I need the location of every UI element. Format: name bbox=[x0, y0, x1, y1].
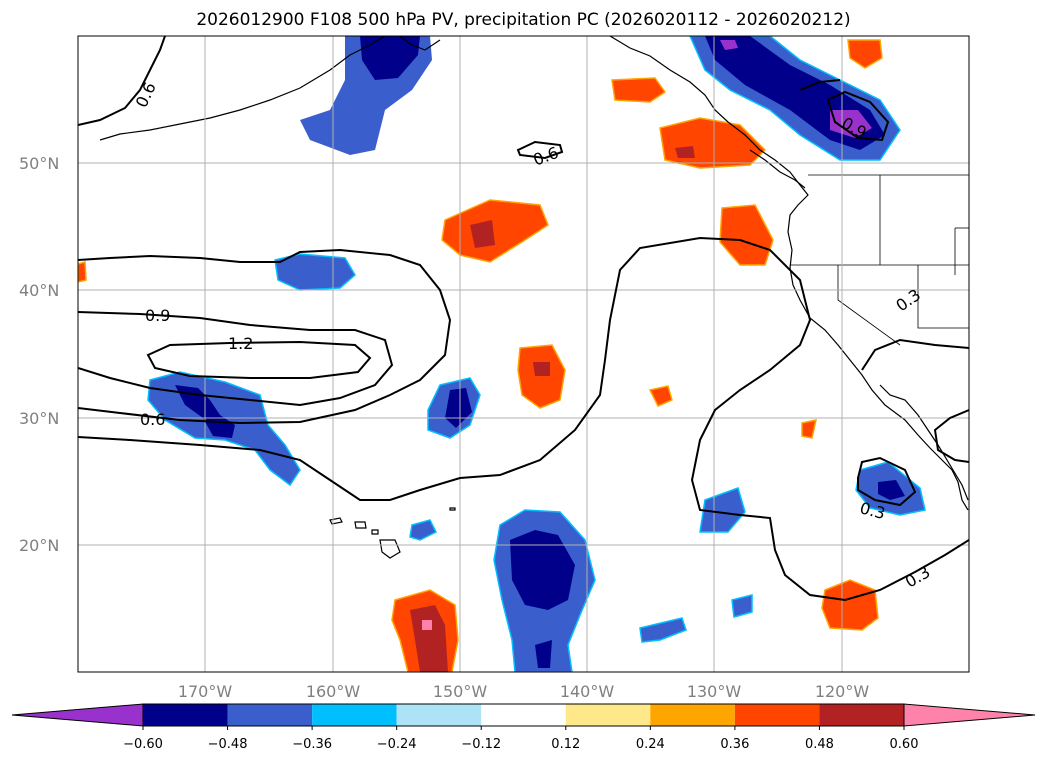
colorbar-tick-label: −0.60 bbox=[123, 737, 163, 752]
colorbar-swatch bbox=[650, 704, 735, 726]
lon-label-170w: 170°W bbox=[178, 682, 233, 701]
colorbar-tick-label: −0.48 bbox=[208, 737, 248, 752]
colorbar-swatch bbox=[227, 704, 313, 726]
colorbar-tick-label: 0.36 bbox=[720, 737, 749, 752]
colorbar-tick-label: −0.12 bbox=[461, 737, 501, 752]
colorbar-border bbox=[142, 703, 905, 727]
pv-contours bbox=[78, 36, 969, 602]
colorbar-extend-left bbox=[11, 703, 144, 727]
lon-label-160w: 160°W bbox=[306, 682, 361, 701]
lat-label-50n: 50°N bbox=[19, 154, 59, 173]
page-title: 2026012900 F108 500 hPa PV, precipitatio… bbox=[196, 10, 851, 30]
lon-label-140w: 140°W bbox=[560, 682, 615, 701]
lon-label-150w: 150°W bbox=[433, 682, 488, 701]
coastlines bbox=[99, 36, 969, 559]
colorbar: −0.60 −0.48 −0.36 −0.24 −0.12 0.12 0.24 0.36 0.4… bbox=[11, 703, 1036, 752]
colorbar-tick-label: −0.24 bbox=[377, 737, 417, 752]
contour-label: 0.9 bbox=[145, 306, 170, 325]
lat-label-40n: 40°N bbox=[19, 281, 59, 300]
longitude-labels: 170°W 160°W 150°W 140°W 130°W 120°W bbox=[178, 682, 870, 701]
gridlines bbox=[78, 36, 969, 672]
colorbar-tick-label: −0.36 bbox=[292, 737, 332, 752]
state-borders bbox=[790, 174, 969, 346]
contour-label: 0.6 bbox=[140, 410, 165, 429]
colorbar-tick-label: 0.24 bbox=[636, 737, 665, 752]
colorbar-tick-label: 0.60 bbox=[890, 737, 919, 752]
colorbar-extend-right bbox=[903, 703, 1036, 727]
map-frame bbox=[77, 35, 970, 673]
colorbar-swatch bbox=[481, 704, 566, 726]
lon-label-130w: 130°W bbox=[687, 682, 742, 701]
colorbar-tick-label: 0.48 bbox=[805, 737, 834, 752]
colorbar-swatch bbox=[734, 704, 820, 726]
colorbar-swatch bbox=[143, 704, 228, 726]
positive-anomaly-central bbox=[441, 199, 549, 263]
lat-label-30n: 30°N bbox=[19, 409, 59, 428]
colorbar-swatch bbox=[396, 704, 482, 726]
colorbar-swatch bbox=[819, 704, 904, 726]
lon-label-120w: 120°W bbox=[815, 682, 870, 701]
lat-label-20n: 20°N bbox=[19, 536, 59, 555]
colorbar-tick-label: 0.12 bbox=[551, 737, 580, 752]
latitude-labels: 50°N 40°N 30°N 20°N bbox=[19, 154, 59, 555]
colorbar-swatch bbox=[312, 704, 397, 726]
colorbar-swatch bbox=[565, 704, 651, 726]
contour-label: 1.2 bbox=[228, 334, 253, 353]
